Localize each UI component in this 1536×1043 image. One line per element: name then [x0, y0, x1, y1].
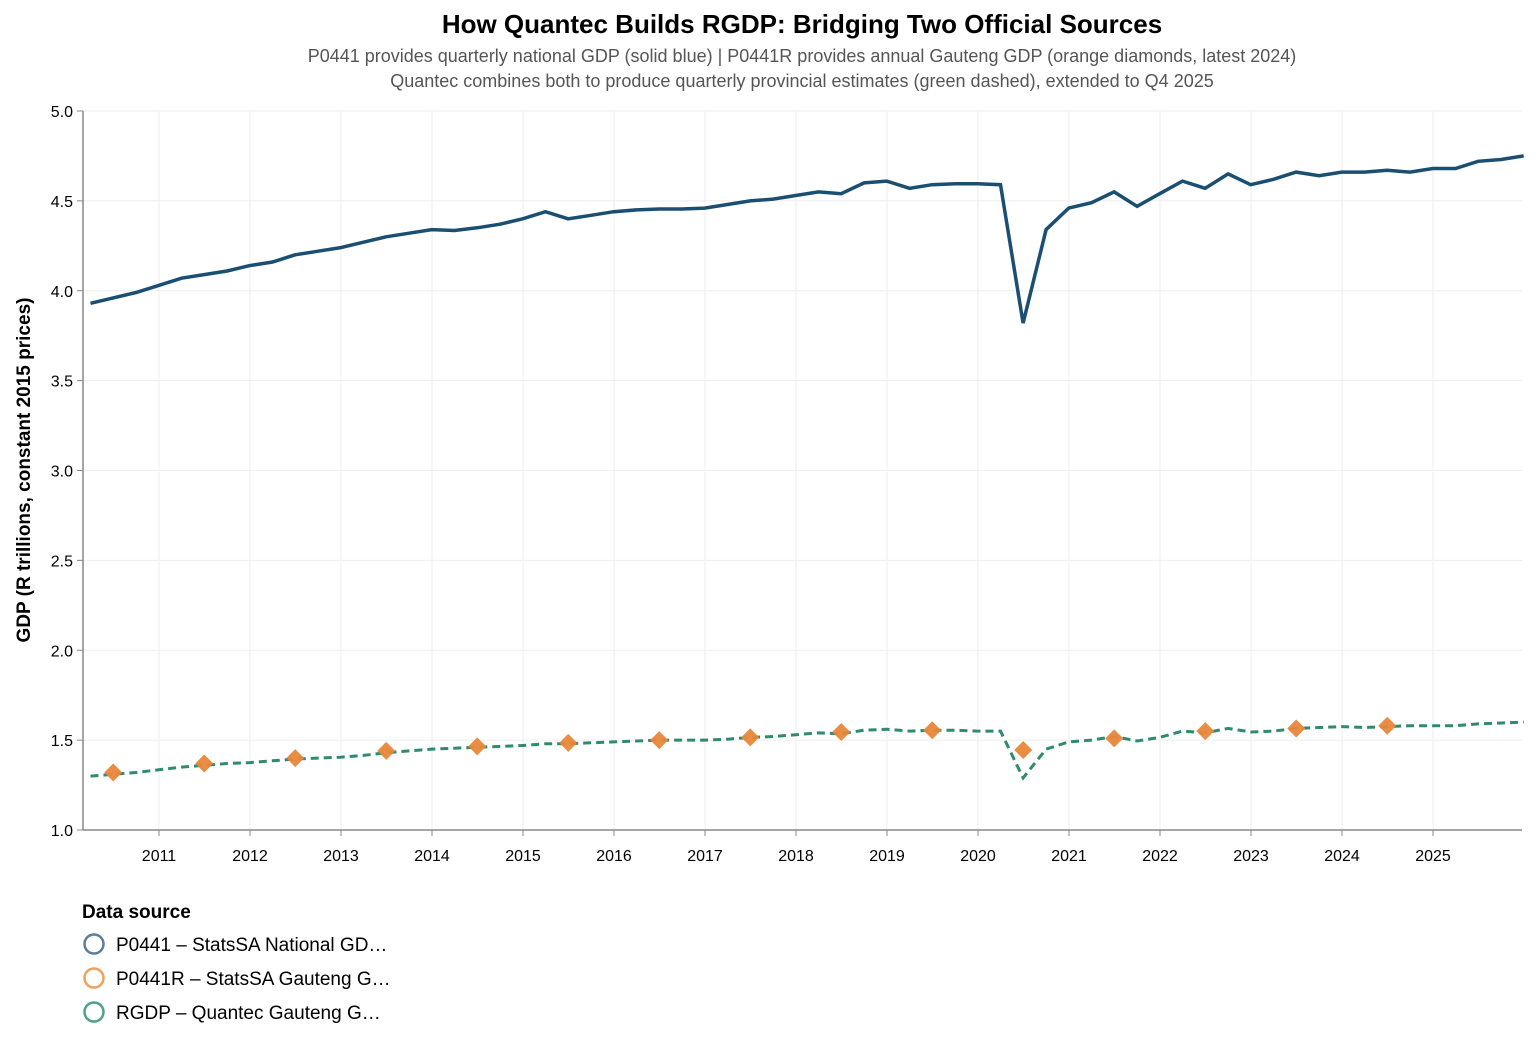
p0441r-diamond-point — [377, 741, 396, 760]
p0441r-diamond-point — [468, 737, 487, 756]
legend: Data source P0441 – StatsSA National GD…… — [82, 902, 391, 1024]
p0441r-diamond-point — [1014, 741, 1033, 760]
x-tick-label: 2019 — [869, 848, 905, 865]
x-tick-label: 2023 — [1233, 848, 1269, 865]
x-tick-label: 2016 — [596, 848, 632, 865]
legend-symbol-circle — [83, 933, 105, 955]
legend-symbol-circle — [83, 967, 105, 989]
x-tick-label: 2024 — [1324, 848, 1360, 865]
legend-symbol-circle — [83, 1001, 105, 1023]
y-tick-label: 5.0 — [51, 104, 73, 121]
p0441r-diamond-point — [1287, 719, 1306, 738]
rgdp-line — [90, 720, 1524, 781]
x-tick-label: 2025 — [1415, 848, 1451, 865]
x-tick-label: 2014 — [414, 848, 450, 865]
p0441r-diamond-point — [1196, 722, 1215, 741]
legend-label: P0441 – StatsSA National GD… — [116, 935, 387, 956]
plot-marks — [90, 154, 1524, 782]
y-tick-label: 3.0 — [51, 464, 73, 481]
p0441r-diamond-point — [1378, 716, 1397, 735]
x-tick-label: 2020 — [960, 848, 996, 865]
y-tick-label: 1.0 — [51, 823, 73, 840]
chart-subtitle-1: P0441 provides quarterly national GDP (s… — [308, 46, 1297, 66]
y-tick-label: 3.5 — [51, 374, 73, 391]
p0441r-diamond-point — [832, 723, 851, 742]
x-tick-label: 2017 — [687, 848, 723, 865]
x-tick-label: 2012 — [232, 848, 268, 865]
x-tick-label: 2011 — [142, 848, 177, 865]
x-tick-label: 2022 — [1142, 848, 1178, 865]
p0441-line — [90, 154, 1524, 324]
p0441r-diamond-point — [650, 731, 669, 750]
x-tick-label: 2021 — [1051, 848, 1087, 865]
y-tick-label: 2.0 — [51, 643, 73, 660]
legend-label: P0441R – StatsSA Gauteng G… — [116, 969, 391, 990]
y-tick-label: 4.5 — [51, 194, 73, 211]
y-tick-label: 2.5 — [51, 553, 73, 570]
y-axis-label: GDP (R trillions, constant 2015 prices) — [14, 298, 35, 643]
legend-item-p0441[interactable]: P0441 – StatsSA National GD… — [83, 933, 388, 957]
legend-item-p0441r[interactable]: P0441R – StatsSA Gauteng G… — [83, 967, 391, 991]
legend-label: RGDP – Quantec Gauteng G… — [116, 1003, 381, 1024]
x-tick-label: 2013 — [323, 848, 359, 865]
p0441r-diamond-point — [104, 763, 123, 782]
axes: 1.0 1.5 2.0 2.5 3.0 3.5 4.0 4.5 5.0 2011 2012 2013 2… — [51, 104, 1522, 865]
x-tick-label: 2015 — [505, 848, 541, 865]
p0441r-diamond-point — [1105, 729, 1124, 748]
gridlines — [83, 110, 1522, 831]
p0441r-diamond-point — [923, 721, 942, 740]
y-tick-label: 4.0 — [51, 284, 73, 301]
p0441r-diamond-point — [559, 733, 578, 752]
p0441r-diamond-point — [195, 754, 214, 773]
y-tick-label: 1.5 — [51, 733, 73, 750]
chart-subtitle-2: Quantec combines both to produce quarter… — [390, 71, 1214, 91]
legend-title: Data source — [82, 902, 191, 923]
legend-item-rgdp[interactable]: RGDP – Quantec Gauteng G… — [83, 1001, 381, 1025]
p0441r-diamond-point — [741, 728, 760, 747]
chart-title: How Quantec Builds RGDP: Bridging Two Of… — [442, 9, 1162, 39]
x-tick-label: 2018 — [778, 848, 814, 865]
p0441r-diamond-point — [286, 749, 305, 768]
